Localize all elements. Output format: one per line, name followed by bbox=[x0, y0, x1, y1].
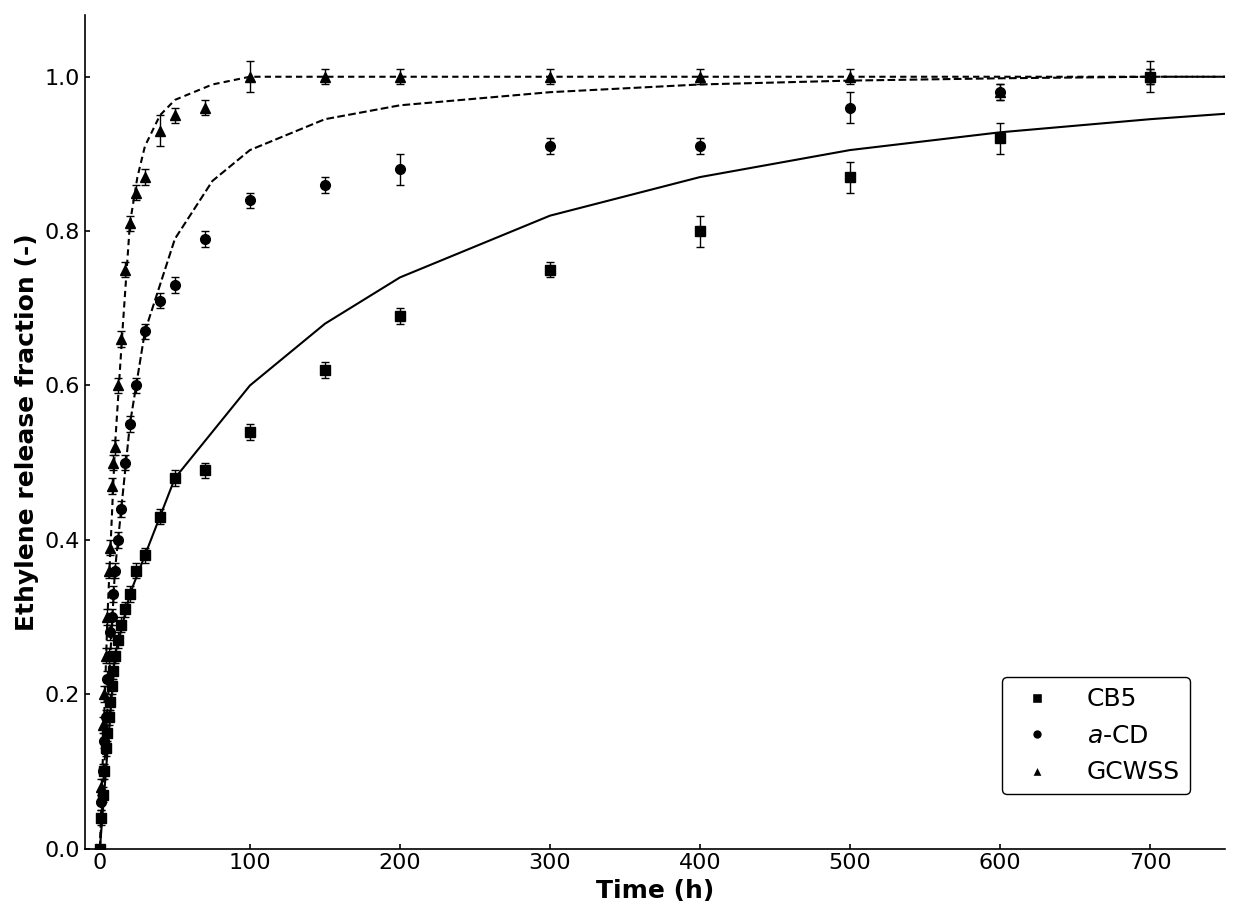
$\alpha$-CD bbox=[842, 75, 857, 86]
CB5 bbox=[108, 650, 123, 661]
Line: CB5: CB5 bbox=[100, 114, 1225, 848]
Line: GCWSS: GCWSS bbox=[100, 77, 1225, 848]
CB5 bbox=[123, 588, 138, 599]
CB5 bbox=[243, 380, 258, 391]
$\alpha$-CD bbox=[138, 326, 153, 337]
CB5 bbox=[138, 550, 153, 561]
GCWSS bbox=[153, 110, 167, 121]
$\alpha$-CD bbox=[692, 79, 707, 90]
GCWSS bbox=[1142, 72, 1157, 83]
CB5 bbox=[317, 319, 332, 330]
$\alpha$-CD bbox=[1142, 72, 1157, 83]
GCWSS bbox=[123, 218, 138, 229]
$\alpha$-CD bbox=[317, 114, 332, 125]
$\alpha$-CD bbox=[243, 144, 258, 155]
CB5 bbox=[1142, 114, 1157, 125]
GCWSS bbox=[393, 72, 408, 83]
$\alpha$-CD bbox=[167, 233, 182, 244]
Legend: CB5, $\it{a}$-CD, GCWSS: CB5, $\it{a}$-CD, GCWSS bbox=[1002, 677, 1189, 794]
GCWSS bbox=[130, 172, 145, 183]
GCWSS bbox=[543, 72, 558, 83]
$\alpha$-CD bbox=[123, 419, 138, 430]
GCWSS bbox=[243, 72, 258, 83]
Line: $\alpha$-CD: $\alpha$-CD bbox=[100, 77, 1225, 848]
CB5 bbox=[543, 210, 558, 221]
Y-axis label: Ethylene release fraction (-): Ethylene release fraction (-) bbox=[15, 233, 38, 631]
CB5 bbox=[1218, 108, 1233, 119]
GCWSS bbox=[205, 79, 219, 90]
CB5 bbox=[393, 272, 408, 283]
X-axis label: Time (h): Time (h) bbox=[596, 879, 714, 903]
GCWSS bbox=[100, 611, 115, 622]
CB5 bbox=[992, 127, 1007, 138]
GCWSS bbox=[138, 140, 153, 151]
$\alpha$-CD bbox=[543, 86, 558, 97]
$\alpha$-CD bbox=[205, 175, 219, 186]
GCWSS bbox=[692, 72, 707, 83]
GCWSS bbox=[1218, 72, 1233, 83]
GCWSS bbox=[115, 326, 130, 337]
CB5 bbox=[692, 172, 707, 183]
GCWSS bbox=[93, 843, 108, 854]
GCWSS bbox=[167, 95, 182, 106]
CB5 bbox=[205, 426, 219, 437]
GCWSS bbox=[108, 442, 123, 453]
CB5 bbox=[842, 144, 857, 155]
$\alpha$-CD bbox=[393, 100, 408, 111]
$\alpha$-CD bbox=[1218, 72, 1233, 83]
CB5 bbox=[93, 843, 108, 854]
$\alpha$-CD bbox=[108, 565, 123, 577]
CB5 bbox=[167, 473, 182, 484]
$\alpha$-CD bbox=[992, 73, 1007, 84]
$\alpha$-CD bbox=[93, 843, 108, 854]
GCWSS bbox=[317, 72, 332, 83]
